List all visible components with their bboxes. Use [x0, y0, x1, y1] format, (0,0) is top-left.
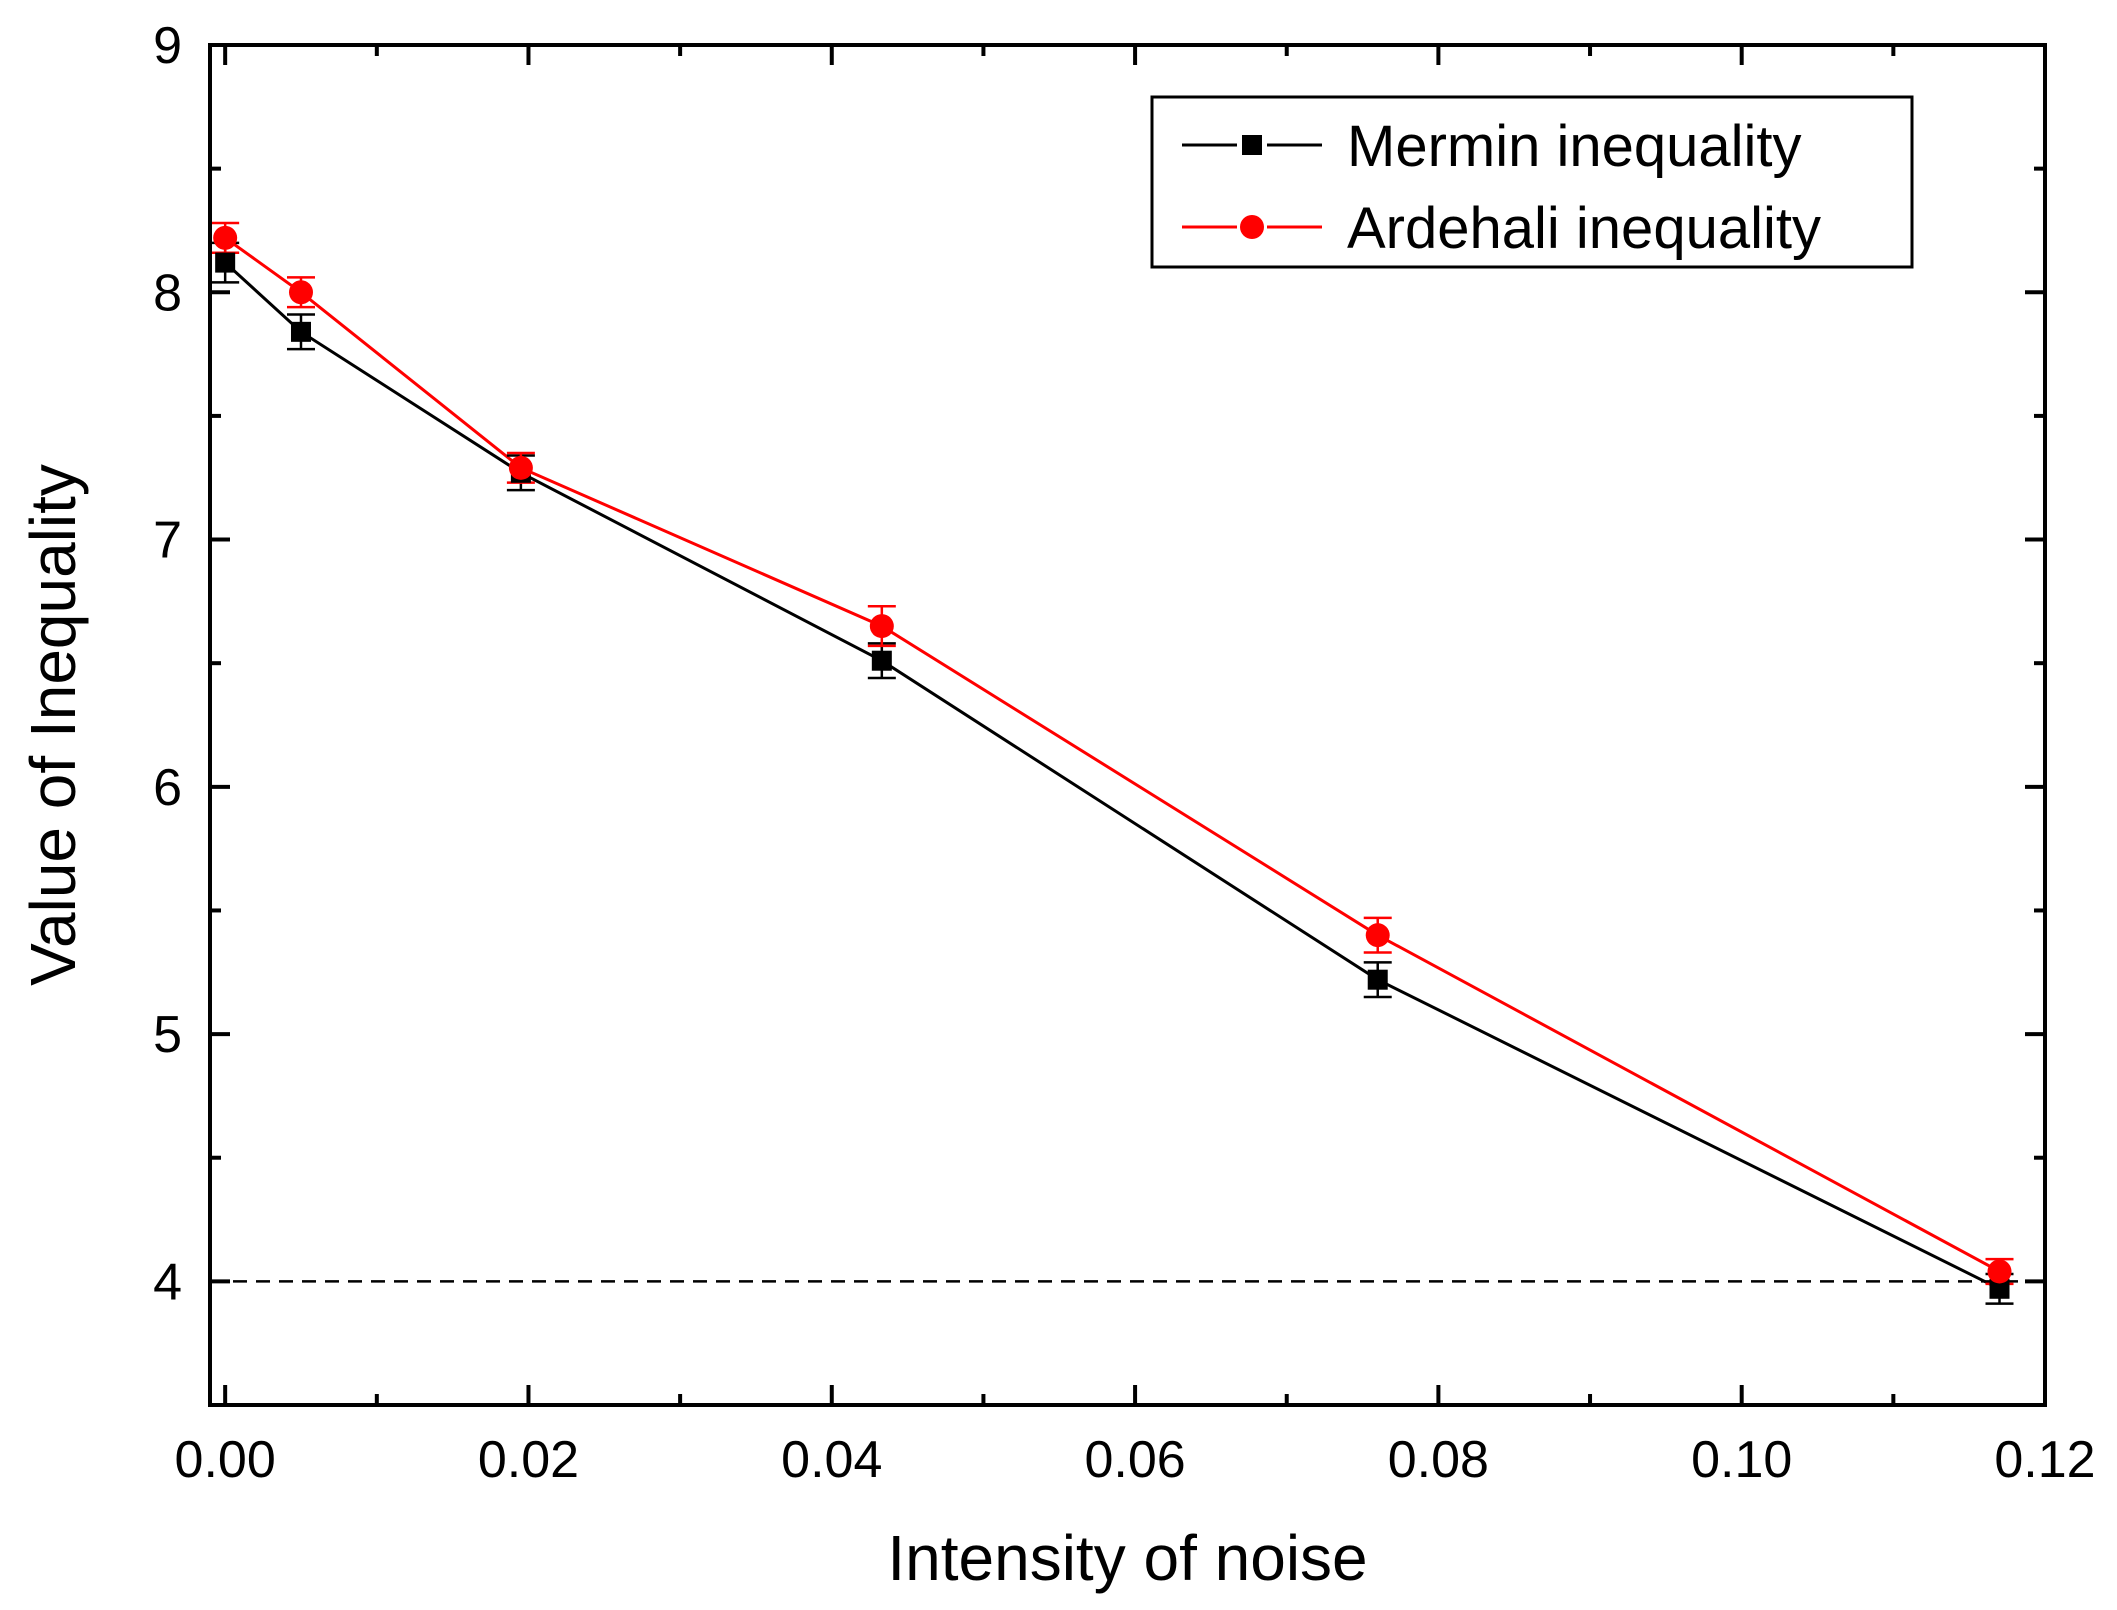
data-point-mermin	[871, 650, 892, 671]
legend-label-ardehali: Ardehali inequality	[1347, 196, 1821, 261]
y-axis-title: Value of Inequality	[17, 464, 89, 986]
data-point-ardehali	[869, 614, 894, 639]
y-tick-label: 9	[153, 17, 182, 75]
y-tick-label: 6	[153, 759, 182, 817]
series-lines-layer	[210, 236, 2045, 1291]
data-point-mermin	[1989, 1278, 2010, 1299]
x-tick-label: 0.00	[175, 1431, 276, 1489]
legend-marker-ardehali	[1240, 215, 1264, 239]
x-tick-label: 0.02	[478, 1431, 579, 1489]
y-tick-label: 7	[153, 512, 182, 570]
legend-box	[1150, 95, 1914, 269]
y-tick-label: 5	[153, 1006, 182, 1064]
legend-marker-mermin	[1242, 135, 1262, 155]
x-tick-label: 0.06	[1084, 1431, 1185, 1489]
y-tick-label: 8	[153, 264, 182, 322]
error-bars-layer	[211, 221, 2014, 1305]
axes-layer: 0.00 0.02 0.04 0.06 0.08 0.10 0.12 4 5 6 7 8 9	[153, 17, 2096, 1489]
legend: Mermin inequality Ardehali inequality	[1150, 95, 1914, 269]
data-point-ardehali	[1987, 1259, 2012, 1284]
x-tick-label: 0.04	[781, 1431, 882, 1489]
data-point-mermin	[290, 321, 311, 342]
data-point-mermin	[215, 252, 236, 273]
legend-entry-mermin: Mermin inequality	[1182, 114, 1802, 179]
x-tick-label: 0.08	[1388, 1431, 1489, 1489]
legend-entry-ardehali: Ardehali inequality	[1182, 196, 1821, 261]
series-line-mermin	[224, 261, 2001, 1291]
x-tick-label: 0.10	[1691, 1431, 1792, 1489]
x-axis-title: Intensity of noise	[887, 1522, 1367, 1594]
data-point-mermin	[1367, 969, 1388, 990]
plot-frame	[208, 43, 2047, 1407]
data-point-ardehali	[213, 225, 238, 250]
series-line-ardehali	[224, 236, 2001, 1273]
x-tick-label: 0.12	[1994, 1431, 2095, 1489]
legend-label-mermin: Mermin inequality	[1347, 114, 1802, 179]
markers-layer	[213, 225, 2012, 1299]
data-point-ardehali	[508, 455, 533, 480]
y-tick-label: 4	[153, 1253, 182, 1311]
data-point-ardehali	[1365, 923, 1390, 948]
data-point-ardehali	[288, 280, 313, 305]
